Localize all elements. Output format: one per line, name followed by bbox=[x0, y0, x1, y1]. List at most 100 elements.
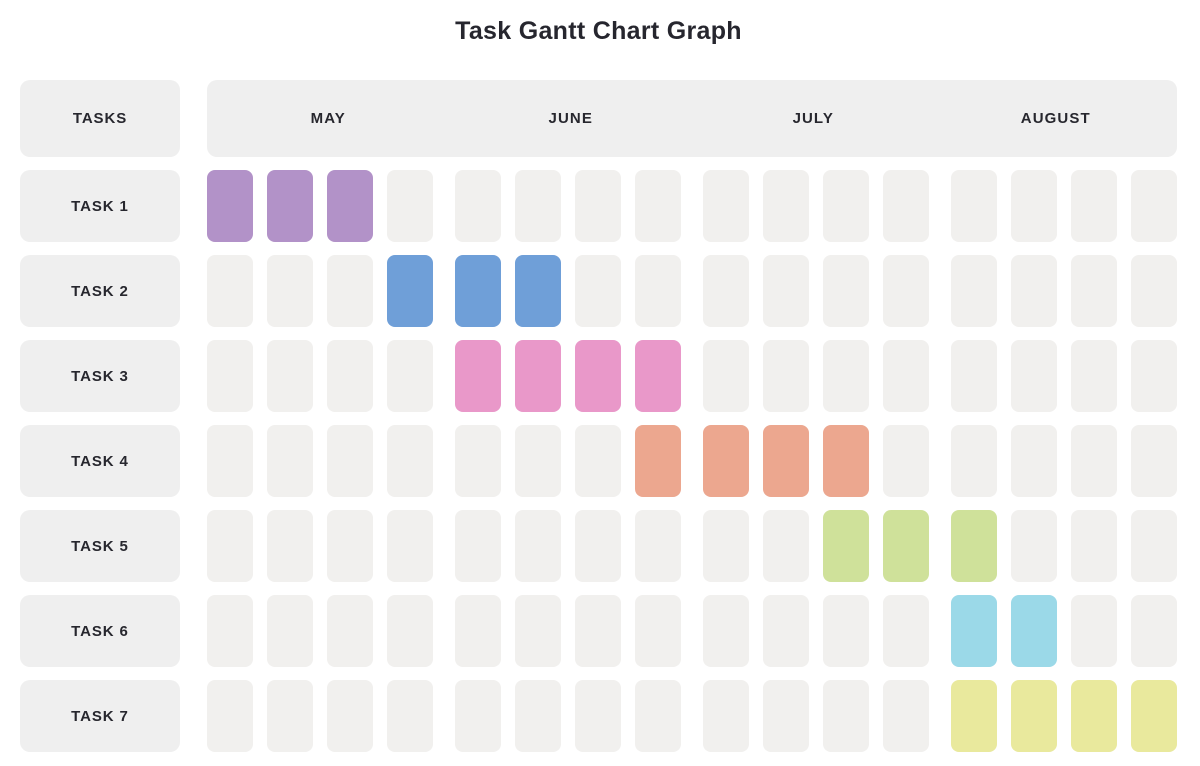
gantt-cell-empty bbox=[1131, 510, 1177, 582]
gantt-cell-empty bbox=[763, 340, 809, 412]
month-group-august bbox=[951, 425, 1177, 497]
gantt-cell-empty bbox=[207, 255, 253, 327]
month-group-may bbox=[207, 680, 433, 752]
gantt-cell-empty bbox=[207, 510, 253, 582]
gantt-cell-empty bbox=[575, 255, 621, 327]
month-header-august: AUGUST bbox=[1020, 110, 1091, 127]
task-row: TASK 4 bbox=[20, 425, 1177, 497]
gantt-cell-empty bbox=[823, 255, 869, 327]
month-group-august bbox=[951, 595, 1177, 667]
month-group-june bbox=[455, 595, 681, 667]
gantt-cell-empty bbox=[1131, 595, 1177, 667]
gantt-cell-empty bbox=[387, 340, 433, 412]
task-row: TASK 2 bbox=[20, 255, 1177, 327]
gantt-cell-empty bbox=[703, 170, 749, 242]
gantt-cell-empty bbox=[635, 255, 681, 327]
gantt-cell-empty bbox=[1011, 425, 1057, 497]
gantt-cell-empty bbox=[267, 425, 313, 497]
gantt-cell-empty bbox=[387, 170, 433, 242]
month-header-june: JUNE bbox=[548, 110, 593, 127]
gantt-cell-empty bbox=[515, 425, 561, 497]
month-group-july bbox=[703, 425, 929, 497]
gantt-cell-empty bbox=[575, 595, 621, 667]
gantt-cell-empty bbox=[883, 425, 929, 497]
gantt-cell-empty bbox=[455, 425, 501, 497]
gantt-cell-empty bbox=[455, 680, 501, 752]
gantt-cell-empty bbox=[387, 510, 433, 582]
gantt-cell-empty bbox=[1071, 595, 1117, 667]
month-group-july bbox=[703, 510, 929, 582]
month-group-june bbox=[455, 255, 681, 327]
month-group-may bbox=[207, 595, 433, 667]
gantt-cell-empty bbox=[1011, 255, 1057, 327]
gantt-cell-empty bbox=[515, 680, 561, 752]
gantt-cell-empty bbox=[1131, 255, 1177, 327]
task-cells bbox=[207, 680, 1177, 752]
task-cells bbox=[207, 255, 1177, 327]
task-label: TASK 4 bbox=[20, 425, 180, 497]
gantt-cell-empty bbox=[267, 340, 313, 412]
gantt-cell-filled bbox=[635, 340, 681, 412]
gantt-cell-empty bbox=[763, 170, 809, 242]
gantt-cell-empty bbox=[951, 170, 997, 242]
gantt-rows: TASK 1 TASK 2 TASK 3 TASK 4 TASK 5 TASK 6 TASK… bbox=[20, 170, 1177, 752]
month-group-june bbox=[455, 340, 681, 412]
month-group-june bbox=[455, 680, 681, 752]
gantt-cell-empty bbox=[883, 170, 929, 242]
month-group-may bbox=[207, 170, 433, 242]
gantt-cell-empty bbox=[575, 680, 621, 752]
gantt-cell-filled bbox=[703, 425, 749, 497]
month-group-july bbox=[703, 255, 929, 327]
gantt-cell-filled bbox=[327, 170, 373, 242]
task-label: TASK 5 bbox=[20, 510, 180, 582]
task-cells bbox=[207, 595, 1177, 667]
gantt-cell-empty bbox=[327, 340, 373, 412]
task-label: TASK 3 bbox=[20, 340, 180, 412]
gantt-cell-filled bbox=[455, 255, 501, 327]
gantt-cell-empty bbox=[575, 425, 621, 497]
gantt-cell-filled bbox=[1011, 595, 1057, 667]
gantt-cell-empty bbox=[763, 510, 809, 582]
gantt-cell-empty bbox=[703, 510, 749, 582]
gantt-cell-empty bbox=[267, 680, 313, 752]
month-group-june bbox=[455, 510, 681, 582]
gantt-cell-filled bbox=[1011, 680, 1057, 752]
gantt-cell-empty bbox=[387, 425, 433, 497]
task-label: TASK 2 bbox=[20, 255, 180, 327]
gantt-cell-empty bbox=[823, 595, 869, 667]
gantt-cell-empty bbox=[635, 595, 681, 667]
gantt-cell-empty bbox=[207, 595, 253, 667]
gantt-cell-empty bbox=[883, 595, 929, 667]
gantt-cell-empty bbox=[951, 340, 997, 412]
task-label: TASK 6 bbox=[20, 595, 180, 667]
gantt-cell-empty bbox=[635, 680, 681, 752]
month-group-july bbox=[703, 595, 929, 667]
gantt-cell-empty bbox=[1011, 340, 1057, 412]
gantt-cell-empty bbox=[327, 425, 373, 497]
gantt-cell-empty bbox=[823, 680, 869, 752]
gantt-cell-empty bbox=[1131, 340, 1177, 412]
gantt-cell-empty bbox=[267, 595, 313, 667]
task-label: TASK 1 bbox=[20, 170, 180, 242]
gantt-cell-empty bbox=[327, 680, 373, 752]
gantt-cell-empty bbox=[387, 595, 433, 667]
month-group-august bbox=[951, 510, 1177, 582]
gantt-cell-empty bbox=[1071, 340, 1117, 412]
month-header-july: JULY bbox=[792, 110, 834, 127]
gantt-cell-empty bbox=[387, 680, 433, 752]
gantt-cell-filled bbox=[951, 510, 997, 582]
gantt-cell-empty bbox=[515, 170, 561, 242]
gantt-cell-empty bbox=[763, 595, 809, 667]
task-row: TASK 3 bbox=[20, 340, 1177, 412]
month-group-may bbox=[207, 340, 433, 412]
month-group-august bbox=[951, 680, 1177, 752]
gantt-cell-empty bbox=[763, 680, 809, 752]
gantt-cell-empty bbox=[823, 340, 869, 412]
month-group-june bbox=[455, 425, 681, 497]
gantt-cell-filled bbox=[575, 340, 621, 412]
gantt-cell-filled bbox=[823, 510, 869, 582]
gantt-cell-empty bbox=[515, 595, 561, 667]
gantt-cell-empty bbox=[1131, 170, 1177, 242]
task-cells bbox=[207, 170, 1177, 242]
gantt-cell-filled bbox=[455, 340, 501, 412]
